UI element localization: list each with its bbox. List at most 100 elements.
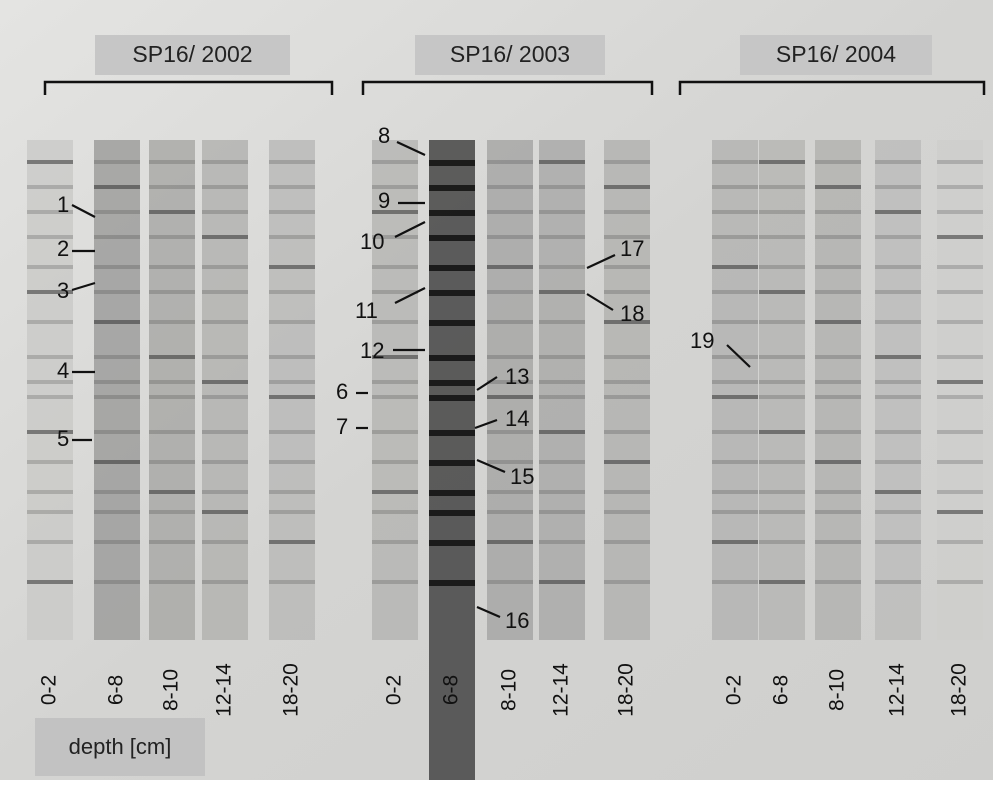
band-label: 13 bbox=[505, 364, 529, 389]
gel-band bbox=[202, 540, 248, 544]
gel-band bbox=[94, 430, 140, 434]
gel-band bbox=[604, 265, 650, 269]
gel-band bbox=[875, 265, 921, 269]
gel-band bbox=[487, 235, 533, 239]
gel-lane bbox=[202, 140, 248, 640]
gel-band bbox=[712, 355, 758, 359]
gel-band bbox=[759, 395, 805, 399]
gel-band bbox=[27, 160, 73, 164]
gel-band bbox=[604, 185, 650, 189]
gel-lane bbox=[875, 140, 921, 640]
gel-band bbox=[27, 395, 73, 399]
gel-band bbox=[759, 290, 805, 294]
gel-band bbox=[372, 185, 418, 189]
gel-band bbox=[875, 540, 921, 544]
gel-lane bbox=[815, 140, 861, 640]
gel-band bbox=[202, 430, 248, 434]
gel-band bbox=[429, 235, 475, 241]
gel-band bbox=[937, 160, 983, 164]
gel-band bbox=[937, 265, 983, 269]
gel-lane bbox=[759, 140, 805, 640]
gel-band bbox=[604, 580, 650, 584]
gel-band bbox=[487, 540, 533, 544]
gel-band bbox=[604, 160, 650, 164]
gel-band bbox=[94, 290, 140, 294]
gel-band bbox=[94, 510, 140, 514]
gel-band bbox=[604, 320, 650, 324]
gel-band bbox=[27, 265, 73, 269]
gel-band bbox=[429, 320, 475, 326]
gel-band bbox=[149, 380, 195, 384]
gel-band bbox=[937, 210, 983, 214]
gel-band bbox=[759, 380, 805, 384]
gel-band bbox=[604, 510, 650, 514]
gel-band bbox=[815, 265, 861, 269]
gel-band bbox=[487, 355, 533, 359]
gel-band bbox=[875, 580, 921, 584]
gel-band bbox=[269, 380, 315, 384]
gel-band bbox=[712, 265, 758, 269]
gel-band bbox=[94, 490, 140, 494]
gel-band bbox=[815, 490, 861, 494]
group-bracket bbox=[678, 80, 986, 95]
lane-label: 6-8 bbox=[440, 675, 463, 705]
band-label: 19 bbox=[690, 328, 714, 353]
gel-band bbox=[149, 185, 195, 189]
lane-label: 0-2 bbox=[38, 675, 61, 705]
gel-band bbox=[202, 460, 248, 464]
gel-band bbox=[202, 355, 248, 359]
gel-band bbox=[429, 265, 475, 271]
lane-label: 12-14 bbox=[213, 663, 236, 717]
gel-band bbox=[604, 355, 650, 359]
lane-label: 0-2 bbox=[383, 675, 406, 705]
gel-band bbox=[815, 380, 861, 384]
gel-band bbox=[539, 235, 585, 239]
gel-band bbox=[937, 380, 983, 384]
gel-band bbox=[149, 460, 195, 464]
gel-band bbox=[94, 355, 140, 359]
gel-band bbox=[604, 235, 650, 239]
band-label: 1 bbox=[57, 192, 69, 217]
band-label: 2 bbox=[57, 236, 69, 261]
gel-band bbox=[94, 210, 140, 214]
gel-band bbox=[149, 540, 195, 544]
gel-band bbox=[875, 355, 921, 359]
band-label: 17 bbox=[620, 236, 644, 261]
gel-band bbox=[94, 160, 140, 164]
gel-band bbox=[937, 510, 983, 514]
lane-label: 18-20 bbox=[948, 663, 971, 717]
band-label: 3 bbox=[57, 278, 69, 303]
gel-band bbox=[712, 290, 758, 294]
lane-label: 12-14 bbox=[550, 663, 573, 717]
band-label: 7 bbox=[336, 414, 348, 439]
gel-band bbox=[269, 460, 315, 464]
gel-band bbox=[202, 160, 248, 164]
lanes: 0-2 6-8 8-10 12-14 18-20 0-2 6-8 8-10 12-14 18-20… bbox=[27, 140, 983, 780]
gel-band bbox=[372, 265, 418, 269]
band-label: 8 bbox=[378, 123, 390, 148]
gel-band bbox=[149, 235, 195, 239]
group-title-box bbox=[415, 35, 605, 75]
gel-band bbox=[429, 355, 475, 361]
lane-label: 18-20 bbox=[615, 663, 638, 717]
gel-band bbox=[539, 355, 585, 359]
gel-band bbox=[539, 510, 585, 514]
gel-lane bbox=[149, 140, 195, 640]
gel-band bbox=[815, 580, 861, 584]
gel-band bbox=[759, 210, 805, 214]
gel-band bbox=[372, 510, 418, 514]
gel-band bbox=[94, 320, 140, 324]
gel-band bbox=[759, 265, 805, 269]
band-label: 9 bbox=[378, 188, 390, 213]
gel-band bbox=[937, 290, 983, 294]
gel-band bbox=[712, 235, 758, 239]
gel-band bbox=[487, 290, 533, 294]
gel-band bbox=[429, 160, 475, 166]
gel-band bbox=[429, 290, 475, 296]
gel-band bbox=[27, 490, 73, 494]
gel-band bbox=[372, 355, 418, 359]
gel-band bbox=[269, 580, 315, 584]
gel-band bbox=[712, 160, 758, 164]
gel-band bbox=[875, 235, 921, 239]
